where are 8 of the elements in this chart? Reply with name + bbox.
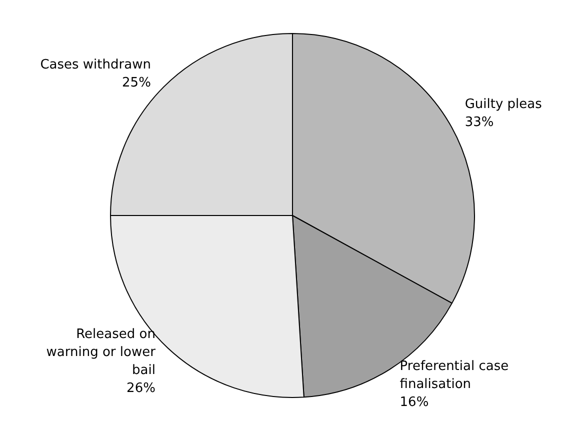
slice-label: Guilty pleas [464,97,542,112]
data-label: 25% [122,75,151,90]
slice-label: Released on warning or lower bail [46,326,156,378]
data-label: 26% [126,380,156,396]
slice-label: Preferential case finalisation [400,359,509,392]
slice-label: Cases withdrawn [40,57,151,72]
data-label: 33% [464,115,494,130]
data-label: 16% [400,395,429,410]
